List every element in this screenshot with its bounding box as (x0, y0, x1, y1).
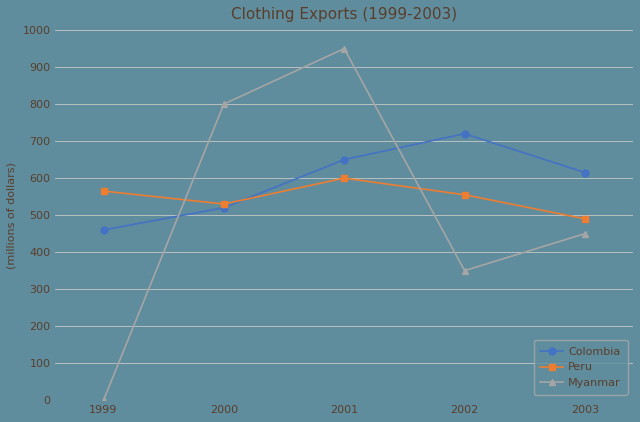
Colombia (100, 227, 108, 233)
Colombia (340, 157, 348, 162)
Myanmar (100, 398, 108, 403)
Myanmar (340, 46, 348, 51)
Legend: Colombia, Peru, Myanmar: Colombia, Peru, Myanmar (534, 340, 627, 395)
Colombia (581, 170, 589, 175)
Peru (340, 176, 348, 181)
Myanmar (220, 102, 228, 107)
Peru (220, 201, 228, 206)
Y-axis label: (millions of dollars): (millions of dollars) (7, 162, 17, 268)
Colombia (220, 205, 228, 210)
Colombia (461, 131, 468, 136)
Line: Colombia: Colombia (100, 130, 588, 233)
Myanmar (461, 268, 468, 273)
Myanmar (581, 231, 589, 236)
Line: Myanmar: Myanmar (100, 45, 588, 404)
Peru (461, 192, 468, 197)
Title: Clothing Exports (1999-2003): Clothing Exports (1999-2003) (231, 7, 457, 22)
Peru (100, 189, 108, 194)
Peru (581, 216, 589, 222)
Line: Peru: Peru (100, 175, 588, 222)
